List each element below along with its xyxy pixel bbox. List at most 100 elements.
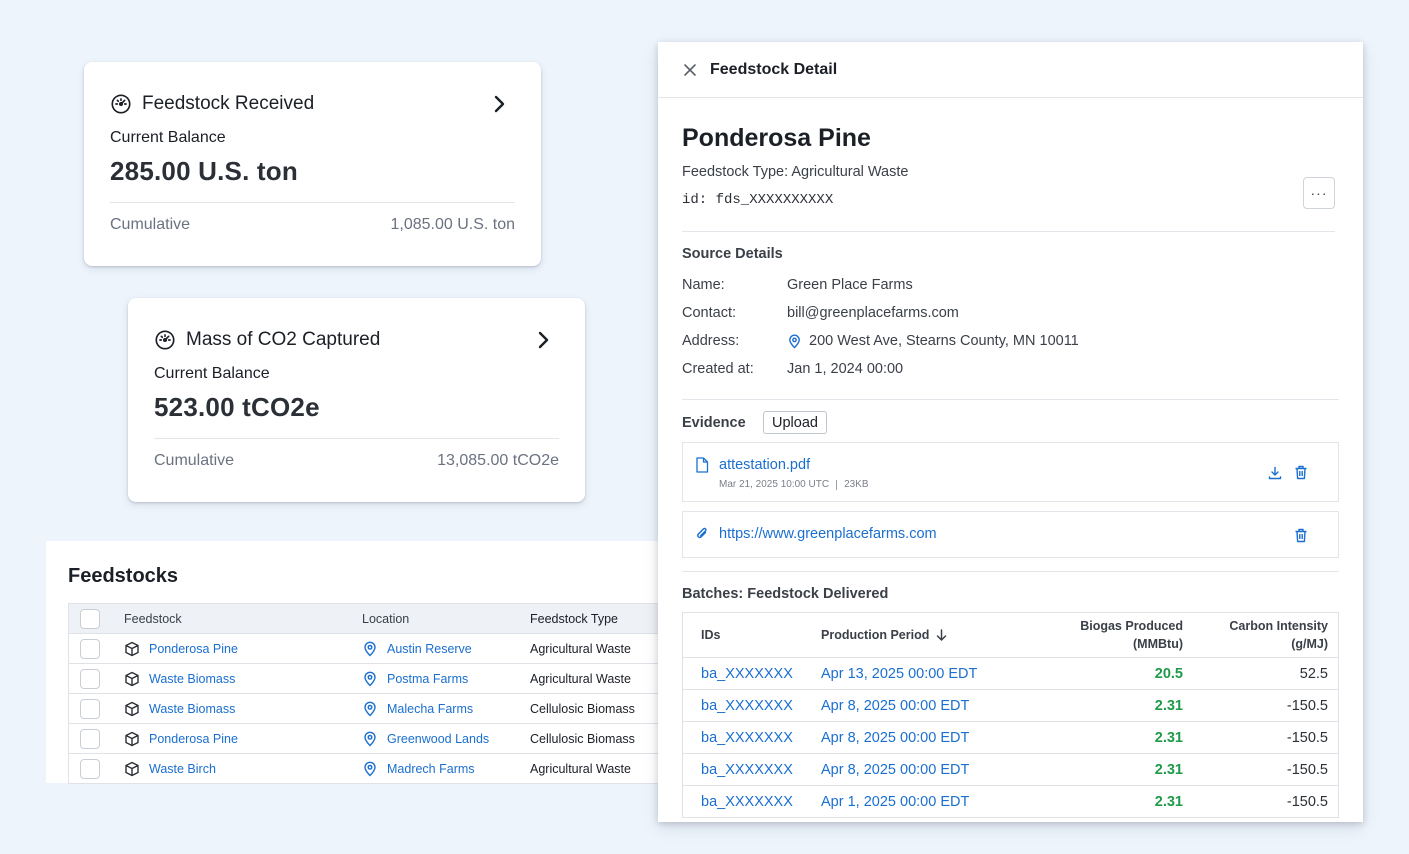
cube-icon (125, 701, 139, 716)
feedstock-link[interactable]: Waste Biomass (149, 701, 236, 716)
table-row[interactable]: ba_XXXXXXX Apr 13, 2025 00:00 EDT 20.5 5… (683, 657, 1338, 689)
production-period[interactable]: Apr 8, 2025 00:00 EDT (821, 729, 970, 746)
paperclip-icon (697, 527, 707, 539)
cumulative-value: 1,085.00 U.S. ton (390, 216, 515, 233)
production-period[interactable]: Apr 8, 2025 00:00 EDT (821, 697, 970, 714)
batch-id-link[interactable]: ba_XXXXXXX (701, 793, 793, 810)
production-period[interactable]: Apr 1, 2025 00:00 EDT (821, 793, 970, 810)
biogas-value: 2.31 (1154, 761, 1183, 778)
feedstock-detail-panel: Feedstock Detail Ponderosa Pine Feedstoc… (658, 42, 1363, 822)
co2-captured-card[interactable]: Mass of CO2 Captured Current Balance 523… (128, 298, 585, 502)
row-checkbox[interactable] (80, 758, 100, 779)
batches-title: Batches: Feedstock Delivered (682, 586, 889, 602)
feedstocks-table: Feedstock Location Feedstock Type Ponder… (68, 603, 658, 784)
balance-value: 285.00 U.S. ton (110, 156, 298, 186)
source-name-label: Name: (682, 277, 725, 293)
row-checkbox[interactable] (80, 638, 100, 659)
detail-header-title: Feedstock Detail (710, 60, 838, 78)
select-all-checkbox[interactable] (80, 608, 100, 629)
file-name-link[interactable]: attestation.pdf (719, 457, 811, 473)
location-link[interactable]: Madrech Farms (387, 761, 475, 776)
column-header-production-period[interactable]: Production Period (803, 628, 1033, 642)
location-pin-icon (364, 701, 376, 716)
feedstock-type: Agricultural Waste (530, 671, 631, 686)
more-options-button[interactable]: ··· (1303, 177, 1335, 209)
column-header-feedstock[interactable]: Feedstock (124, 611, 182, 626)
feedstock-received-card[interactable]: Feedstock Received Current Balance 285.0… (84, 62, 541, 266)
gauge-icon (155, 330, 175, 350)
carbon-intensity-value: -150.5 (1286, 697, 1328, 714)
balance-value: 523.00 tCO2e (154, 392, 320, 422)
batch-id-link[interactable]: ba_XXXXXXX (701, 761, 793, 778)
table-row[interactable]: ba_XXXXXXX Apr 8, 2025 00:00 EDT 2.31 -1… (683, 721, 1338, 753)
batch-id-link[interactable]: ba_XXXXXXX (701, 665, 793, 682)
location-pin-icon (364, 641, 376, 656)
balance-label: Current Balance (110, 129, 226, 146)
card-title: Feedstock Received (142, 93, 315, 114)
batch-id-link[interactable]: ba_XXXXXXX (701, 729, 793, 746)
column-header-type[interactable]: Feedstock Type (530, 611, 619, 626)
location-pin-icon (789, 334, 800, 349)
feedstocks-title: Feedstocks (68, 565, 179, 587)
file-size: 23KB (844, 479, 869, 490)
divider (682, 571, 1339, 572)
feedstock-link[interactable]: Waste Biomass (149, 671, 236, 686)
table-header: Feedstock Location Feedstock Type (69, 604, 658, 633)
table-row[interactable]: Waste Biomass Malecha Farms Cellulosic B… (69, 693, 658, 723)
chevron-right-icon[interactable] (533, 330, 553, 350)
column-header-location[interactable]: Location (362, 611, 410, 626)
row-checkbox[interactable] (80, 698, 100, 719)
table-row[interactable]: Waste Birch Madrech Farms Agricultural W… (69, 753, 658, 783)
feedstock-name: Ponderosa Pine (682, 124, 871, 152)
column-header-biogas-line1: Biogas Produced (1080, 619, 1183, 633)
close-icon[interactable] (682, 62, 698, 78)
table-row[interactable]: Ponderosa Pine Austin Reserve Agricultur… (69, 633, 658, 663)
upload-button[interactable]: Upload (763, 411, 827, 434)
source-details-title: Source Details (682, 246, 783, 262)
location-pin-icon (364, 731, 376, 746)
carbon-intensity-value: -150.5 (1286, 793, 1328, 810)
carbon-intensity-value: 52.5 (1299, 665, 1328, 682)
production-period[interactable]: Apr 13, 2025 00:00 EDT (821, 665, 978, 682)
feedstock-link[interactable]: Waste Birch (149, 761, 216, 776)
location-link[interactable]: Postma Farms (387, 671, 469, 686)
evidence-link-item[interactable]: https://www.greenplacefarms.com (682, 511, 1339, 558)
location-pin-icon (364, 761, 376, 776)
cube-icon (125, 641, 139, 656)
table-row[interactable]: ba_XXXXXXX Apr 8, 2025 00:00 EDT 2.31 -1… (683, 689, 1338, 721)
feedstock-link[interactable]: Ponderosa Pine (149, 731, 238, 746)
column-header-ci-line2: (g/MJ) (1291, 637, 1328, 651)
column-header-ci-line1: Carbon Intensity (1229, 619, 1328, 633)
column-header-biogas[interactable]: Biogas Produced (MMBtu) (1033, 617, 1183, 653)
table-row[interactable]: ba_XXXXXXX Apr 8, 2025 00:00 EDT 2.31 -1… (683, 753, 1338, 785)
source-created-row: Created at: Jan 1, 2024 00:00 (682, 361, 903, 377)
source-address-value: 200 West Ave, Stearns County, MN 10011 (809, 333, 1079, 349)
table-row[interactable]: ba_XXXXXXX Apr 1, 2025 00:00 EDT 2.31 -1… (683, 785, 1338, 817)
column-header-carbon-intensity[interactable]: Carbon Intensity (g/MJ) (1183, 617, 1338, 653)
source-created-value: Jan 1, 2024 00:00 (787, 361, 904, 377)
file-icon (696, 457, 709, 473)
production-period[interactable]: Apr 8, 2025 00:00 EDT (821, 761, 970, 778)
chevron-right-icon[interactable] (489, 94, 509, 114)
arrow-down-icon[interactable] (936, 629, 947, 641)
biogas-value: 2.31 (1154, 793, 1183, 810)
batch-id-link[interactable]: ba_XXXXXXX (701, 697, 793, 714)
location-link[interactable]: Austin Reserve (387, 641, 472, 656)
feedstock-link[interactable]: Ponderosa Pine (149, 641, 238, 656)
feedstock-type: Cellulosic Biomass (530, 701, 635, 716)
row-checkbox[interactable] (80, 728, 100, 749)
feedstock-id: id: fds_XXXXXXXXXX (682, 192, 834, 208)
trash-icon[interactable] (1294, 528, 1308, 543)
column-header-ids[interactable]: IDs (701, 628, 721, 642)
evidence-file-item[interactable]: attestation.pdf Mar 21, 2025 10:00 UTC 2… (682, 442, 1339, 502)
cube-icon (125, 761, 139, 776)
trash-icon[interactable] (1294, 465, 1308, 480)
location-link[interactable]: Malecha Farms (387, 701, 474, 716)
download-icon[interactable] (1268, 466, 1282, 480)
table-row[interactable]: Waste Biomass Postma Farms Agricultural … (69, 663, 658, 693)
location-link[interactable]: Greenwood Lands (387, 731, 490, 746)
evidence-url-link[interactable]: https://www.greenplacefarms.com (719, 526, 937, 542)
table-row[interactable]: Ponderosa Pine Greenwood Lands Cellulosi… (69, 723, 658, 753)
carbon-intensity-value: -150.5 (1286, 729, 1328, 746)
row-checkbox[interactable] (80, 668, 100, 689)
